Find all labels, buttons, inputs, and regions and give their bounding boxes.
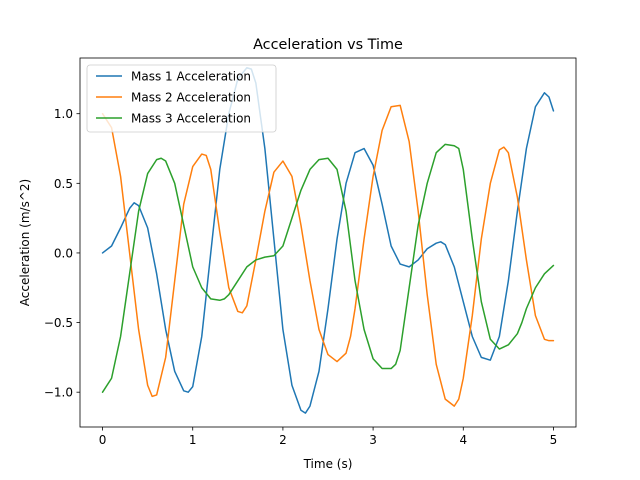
y-axis-title: Acceleration (m/s^2) xyxy=(18,179,32,306)
series-line-mass-1 xyxy=(101,67,555,414)
y-tick-label: −1.0 xyxy=(44,386,73,400)
legend-box xyxy=(86,64,277,133)
chart-title: Acceleration vs Time xyxy=(253,37,403,53)
x-axis-title: Time (s) xyxy=(303,457,353,471)
series-line-mass-2 xyxy=(101,104,555,407)
x-tick-label: 3 xyxy=(369,433,377,447)
axes-frame xyxy=(79,57,577,428)
plot-area xyxy=(101,67,555,414)
axis-ticks: 0 1 2 3 4 5 −1.0 −0.5 0.0 0.5 1.0 xyxy=(44,107,557,447)
y-tick-label: 1.0 xyxy=(54,107,73,121)
legend-label-mass-1: Mass 1 Acceleration xyxy=(131,70,251,84)
legend: Mass 1 Acceleration Mass 2 Acceleration Ma… xyxy=(86,64,277,133)
x-tick-label: 4 xyxy=(459,433,467,447)
x-tick-label: 0 xyxy=(99,433,107,447)
legend-label-mass-3: Mass 3 Acceleration xyxy=(131,112,251,126)
x-tick-label: 2 xyxy=(279,433,287,447)
y-tick-label: 0.0 xyxy=(54,246,73,260)
y-tick-label: −0.5 xyxy=(44,316,73,330)
series-line-mass-3 xyxy=(101,143,555,393)
y-tick-label: 0.5 xyxy=(54,177,73,191)
x-tick-label: 1 xyxy=(189,433,197,447)
legend-label-mass-2: Mass 2 Acceleration xyxy=(131,91,251,105)
x-tick-label: 5 xyxy=(550,433,558,447)
